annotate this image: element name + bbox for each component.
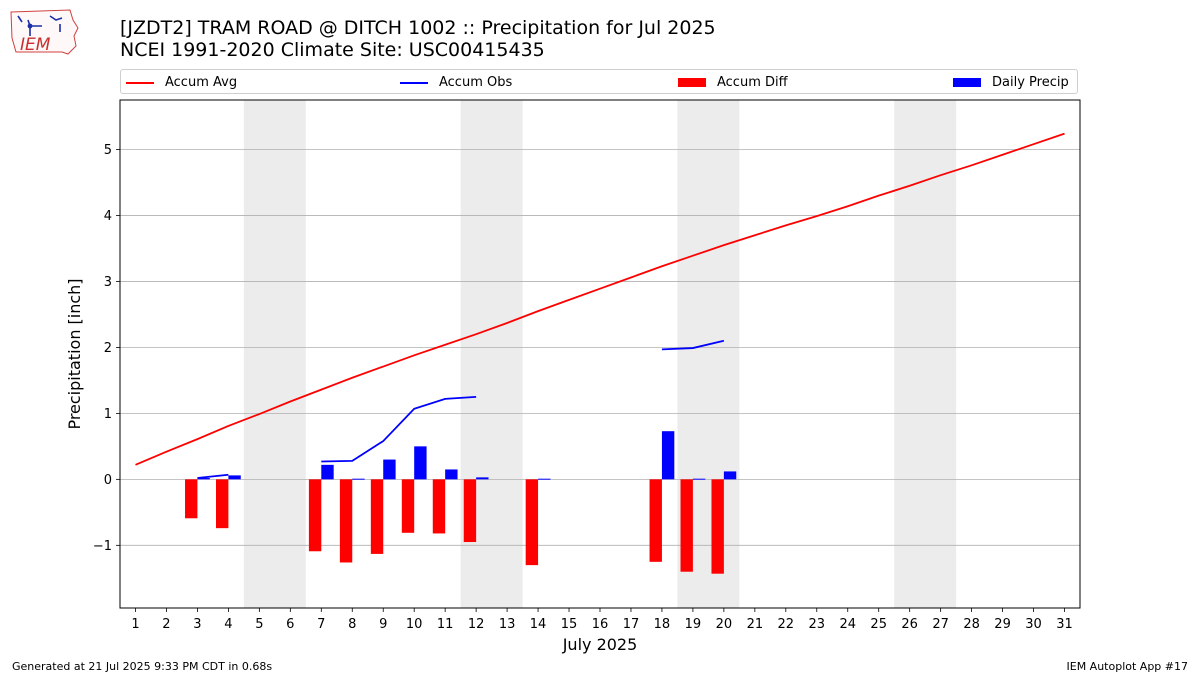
weekend-band <box>243 100 306 608</box>
accum-diff-bar <box>216 479 229 529</box>
accum-diff-bar <box>185 479 198 519</box>
weekend-band <box>894 100 957 608</box>
legend-item-daily-precip: Daily Precip <box>953 70 1069 95</box>
x-tick-label: 9 <box>379 617 387 632</box>
x-tick-label: 18 <box>654 617 671 632</box>
x-tick-label: 21 <box>747 617 764 632</box>
iem-logo: IEM <box>10 9 79 55</box>
x-tick-label: 29 <box>994 617 1011 632</box>
daily-precip-bar <box>228 475 241 480</box>
x-tick-label: 28 <box>963 617 980 632</box>
accum-obs-line <box>197 473 229 479</box>
legend-label: Accum Diff <box>717 75 788 90</box>
plot-frame <box>119 99 1081 609</box>
daily-precip-bar <box>692 478 706 480</box>
x-tick-label: 22 <box>778 617 795 632</box>
y-tick-label: 2 <box>104 341 112 356</box>
x-tick-label: 3 <box>193 617 201 632</box>
daily-precip-bar <box>445 469 458 480</box>
x-tick-label: 19 <box>685 617 702 632</box>
x-tick-label: 4 <box>224 617 232 632</box>
daily-precip-bar <box>661 431 675 480</box>
x-tick-label: 10 <box>406 617 423 632</box>
y-tick-label: 5 <box>104 143 112 158</box>
x-tick-label: 15 <box>561 617 578 632</box>
accum-diff-bar <box>432 479 446 534</box>
x-tick-label: 7 <box>317 617 325 632</box>
x-axis-label: July 2025 <box>562 635 638 654</box>
chart-subtitle: NCEI 1991-2020 Climate Site: USC00415435 <box>120 39 545 61</box>
x-tick-label: 31 <box>1056 617 1073 632</box>
daily-precip-bar <box>321 464 334 480</box>
accum-diff-bar <box>308 479 322 552</box>
x-tick-label: 20 <box>716 617 733 632</box>
legend-swatch <box>400 81 428 84</box>
logo-text: IEM <box>20 35 51 55</box>
x-tick-label: 24 <box>839 617 856 632</box>
accum-avg-line <box>135 132 1065 466</box>
x-tick-label: 5 <box>255 617 263 632</box>
x-tick-label: 16 <box>592 617 609 632</box>
legend-label: Accum Avg <box>165 75 238 90</box>
daily-precip-bar <box>197 478 210 480</box>
x-tick-label: 13 <box>499 617 516 632</box>
accum-diff-bar <box>680 479 693 572</box>
legend-item-accum-obs: Accum Obs <box>400 70 512 95</box>
legend-item-accum-avg: Accum Avg <box>126 70 237 95</box>
chart-title: [JZDT2] TRAM ROAD @ DITCH 1002 :: Precip… <box>120 17 716 39</box>
daily-precip-bar <box>476 477 489 480</box>
x-tick-label: 11 <box>437 617 454 632</box>
legend-swatch <box>126 81 154 84</box>
y-tick-label: 4 <box>104 209 112 224</box>
accum-diff-bar <box>463 479 477 543</box>
legend-label: Accum Obs <box>439 75 513 90</box>
x-tick-label: 27 <box>932 617 949 632</box>
x-tick-label: 12 <box>468 617 485 632</box>
x-tick-label: 6 <box>286 617 294 632</box>
x-tick-label: 17 <box>623 617 640 632</box>
legend-item-accum-diff: Accum Diff <box>678 70 788 95</box>
y-tick-label: −1 <box>93 539 112 554</box>
x-tick-label: 30 <box>1025 617 1042 632</box>
x-tick-label: 14 <box>530 617 547 632</box>
accum-diff-bar <box>401 479 415 533</box>
y-tick-label: 1 <box>104 407 112 422</box>
y-tick-label: 0 <box>104 473 112 488</box>
y-axis-label: Precipitation [inch] <box>65 278 84 429</box>
accum-diff-bar <box>649 479 662 562</box>
footer-generated: Generated at 21 Jul 2025 9:33 PM CDT in … <box>12 660 273 673</box>
daily-precip-bar <box>723 471 737 480</box>
accum-diff-bar <box>339 479 353 563</box>
daily-precip-bar <box>352 478 365 480</box>
y-tick-label: 3 <box>104 275 112 290</box>
x-tick-label: 1 <box>131 617 139 632</box>
accum-obs-line <box>321 395 477 463</box>
footer-app: IEM Autoplot App #17 <box>1066 660 1189 673</box>
x-tick-label: 23 <box>809 617 826 632</box>
legend: Accum Avg Accum Obs Accum Diff Daily Pre… <box>120 69 1078 94</box>
daily-precip-bar <box>538 478 551 480</box>
x-tick-label: 25 <box>870 617 887 632</box>
daily-precip-bar <box>383 459 396 480</box>
x-tick-label: 2 <box>162 617 170 632</box>
accum-diff-bar <box>525 479 539 566</box>
legend-swatch <box>953 78 981 87</box>
accum-obs-line <box>661 339 725 351</box>
legend-swatch <box>678 78 706 87</box>
legend-label: Daily Precip <box>992 75 1069 90</box>
x-tick-label: 26 <box>901 617 918 632</box>
accum-diff-bar <box>370 479 384 554</box>
x-tick-label: 8 <box>348 617 356 632</box>
accum-diff-bar <box>711 479 724 574</box>
daily-precip-bar <box>414 446 427 480</box>
